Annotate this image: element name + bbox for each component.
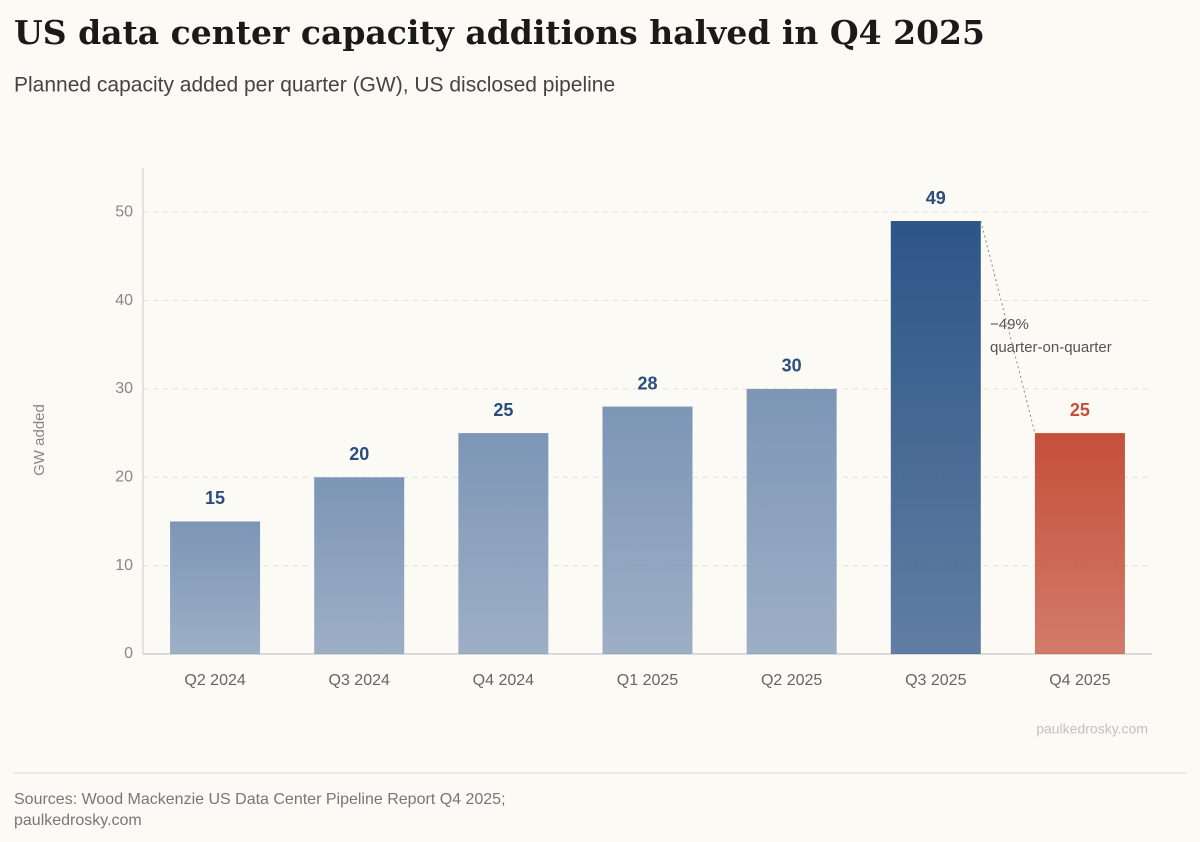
value-label: 20 <box>349 444 369 464</box>
bar <box>1034 433 1125 654</box>
value-label: 30 <box>782 356 802 376</box>
y-tick-label: 20 <box>115 468 133 485</box>
source: Sources: Wood Mackenzie US Data Center P… <box>14 791 506 808</box>
x-tick-label: Q2 2024 <box>184 672 245 689</box>
y-tick-label: 10 <box>115 557 133 574</box>
x-tick-label: Q3 2025 <box>905 672 966 689</box>
x-tick-label: Q1 2025 <box>617 672 678 689</box>
chart-title: US data center capacity additions halved… <box>14 13 985 52</box>
y-tick-label: 0 <box>124 645 133 662</box>
watermark: paulkedrosky.com <box>1036 721 1148 737</box>
bar <box>602 406 693 654</box>
y-axis-label: GW added <box>31 404 48 476</box>
bar <box>170 521 261 654</box>
value-label: 49 <box>926 188 946 208</box>
y-tick-label: 50 <box>115 203 133 220</box>
value-label: 28 <box>637 373 657 393</box>
annotation: quarter-on-quarter <box>990 339 1112 356</box>
annotation: −49% <box>990 316 1029 333</box>
y-tick-label: 30 <box>115 380 133 397</box>
chart-subtitle: Planned capacity added per quarter (GW),… <box>14 74 615 97</box>
y-tick-label: 40 <box>115 292 133 309</box>
value-label: 25 <box>493 400 513 420</box>
bar <box>314 477 405 654</box>
x-tick-label: Q4 2025 <box>1049 672 1110 689</box>
bar <box>890 221 981 654</box>
value-label: 25 <box>1070 400 1090 420</box>
x-tick-label: Q4 2024 <box>473 672 534 689</box>
annotation-connector <box>980 220 1036 434</box>
bar <box>746 388 837 654</box>
x-tick-label: Q3 2024 <box>329 672 390 689</box>
x-tick-label: Q2 2025 <box>761 672 822 689</box>
source: paulkedrosky.com <box>14 812 142 829</box>
value-label: 15 <box>205 488 225 508</box>
bar <box>458 433 549 654</box>
